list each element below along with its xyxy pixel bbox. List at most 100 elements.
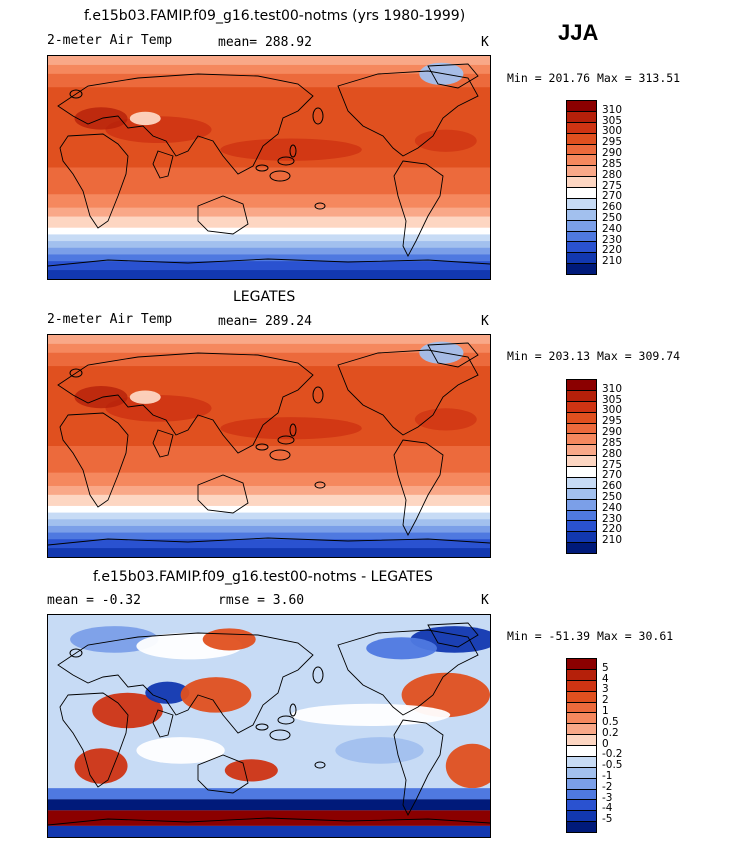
colorbar-tick-label: 210 xyxy=(602,255,623,268)
colorbar-tick-label: 285 xyxy=(602,157,623,170)
map-field xyxy=(48,615,490,837)
colorbar-swatch xyxy=(567,253,596,265)
colorbar-tick-label: 280 xyxy=(602,168,623,181)
colorbar-swatch xyxy=(567,111,596,123)
colorbar-tick-label: 310 xyxy=(602,382,623,395)
colorbar-swatch xyxy=(567,521,596,533)
colorbar-tick-label: 310 xyxy=(602,103,623,116)
colorbar-swatch xyxy=(567,532,596,544)
colorbar-swatch xyxy=(567,209,596,221)
panel2-minmax: Min = 203.13 Max = 309.74 xyxy=(507,349,681,363)
colorbar-swatch xyxy=(567,778,596,790)
colorbar-tick-label: 275 xyxy=(602,458,623,471)
colorbar-tick-label: 275 xyxy=(602,179,623,192)
panel3-mean: mean = -0.32 xyxy=(47,593,141,608)
colorbar-tick-label: 220 xyxy=(602,523,623,536)
colorbar-swatch xyxy=(567,122,596,134)
panel3-units: K xyxy=(481,593,489,608)
colorbar-tick-label: -2 xyxy=(602,780,613,793)
colorbar-swatch xyxy=(567,242,596,254)
panel3-minmax: Min = -51.39 Max = 30.61 xyxy=(507,629,674,643)
panel2-colorbar xyxy=(566,379,597,554)
panel1-map xyxy=(47,55,491,280)
panel1-colorbar xyxy=(566,100,597,275)
colorbar-swatch xyxy=(567,264,596,274)
colorbar-tick-label: 280 xyxy=(602,447,623,460)
colorbar-swatch xyxy=(567,390,596,402)
panel2-variable-label: 2-meter Air Temp xyxy=(47,312,173,327)
colorbar-swatch xyxy=(567,659,596,670)
map-field xyxy=(48,56,490,279)
colorbar-tick-label: 5 xyxy=(602,661,609,674)
panel1-minmax: Min = 201.76 Max = 313.51 xyxy=(507,71,681,85)
colorbar-tick-label: 230 xyxy=(602,233,623,246)
colorbar-swatch xyxy=(567,499,596,511)
colorbar-swatch xyxy=(567,177,596,188)
colorbar-swatch xyxy=(567,412,596,424)
colorbar-tick-label: 305 xyxy=(602,114,623,127)
colorbar-swatch xyxy=(567,467,596,478)
panel3-colorbar xyxy=(566,658,597,833)
colorbar-swatch xyxy=(567,680,596,692)
season-label: JJA xyxy=(558,20,599,45)
panel2-title: LEGATES xyxy=(233,289,296,305)
colorbar-swatch xyxy=(567,702,596,714)
colorbar-swatch xyxy=(567,456,596,467)
colorbar-tick-label: -0.5 xyxy=(602,759,623,772)
colorbar-tick-label: 295 xyxy=(602,415,623,428)
panel1-units: K xyxy=(481,35,489,50)
panel3-map xyxy=(47,614,491,838)
colorbar-tick-label: 0.2 xyxy=(602,726,619,739)
colorbar-tick-label: 210 xyxy=(602,534,623,547)
panel3-title: f.e15b03.FAMIP.f09_g16.test00-notms - LE… xyxy=(93,569,433,585)
colorbar-swatch xyxy=(567,543,596,553)
colorbar-tick-label: 250 xyxy=(602,490,623,503)
colorbar-tick-label: 300 xyxy=(602,404,623,417)
colorbar-swatch xyxy=(567,155,596,167)
panel2-map xyxy=(47,334,491,558)
colorbar-tick-label: -3 xyxy=(602,791,613,804)
colorbar-swatch xyxy=(567,800,596,812)
colorbar-swatch xyxy=(567,488,596,500)
colorbar-swatch xyxy=(567,756,596,768)
colorbar-tick-label: -4 xyxy=(602,802,613,815)
colorbar-tick-label: 285 xyxy=(602,436,623,449)
colorbar-swatch xyxy=(567,401,596,413)
colorbar-swatch xyxy=(567,133,596,145)
colorbar-swatch xyxy=(567,445,596,457)
colorbar-swatch xyxy=(567,811,596,823)
colorbar-swatch xyxy=(567,423,596,435)
colorbar-swatch xyxy=(567,166,596,178)
colorbar-swatch xyxy=(567,144,596,156)
colorbar-tick-label: 290 xyxy=(602,147,623,160)
colorbar-swatch xyxy=(567,789,596,801)
colorbar-tick-label: -0.2 xyxy=(602,748,623,761)
colorbar-swatch xyxy=(567,188,596,199)
colorbar-tick-label: 3 xyxy=(602,683,609,696)
colorbar-swatch xyxy=(567,101,596,112)
colorbar-tick-label: 220 xyxy=(602,244,623,257)
colorbar-swatch xyxy=(567,231,596,243)
colorbar-tick-label: 0 xyxy=(602,737,609,750)
panel3-rmse: rmse = 3.60 xyxy=(218,593,305,608)
colorbar-swatch xyxy=(567,691,596,703)
colorbar-swatch xyxy=(567,669,596,681)
colorbar-swatch xyxy=(567,735,596,746)
colorbar-tick-label: 240 xyxy=(602,222,623,235)
colorbar-tick-label: 305 xyxy=(602,393,623,406)
colorbar-tick-label: 4 xyxy=(602,672,609,685)
colorbar-swatch xyxy=(567,510,596,522)
panel2-mean: mean= 289.24 xyxy=(218,314,312,329)
colorbar-tick-label: 270 xyxy=(602,190,623,203)
colorbar-swatch xyxy=(567,220,596,232)
colorbar-swatch xyxy=(567,822,596,832)
colorbar-swatch xyxy=(567,477,596,489)
panel1-mean: mean= 288.92 xyxy=(218,35,312,50)
panel2-units: K xyxy=(481,314,489,329)
colorbar-swatch xyxy=(567,434,596,446)
map-field xyxy=(48,335,490,557)
colorbar-swatch xyxy=(567,380,596,391)
colorbar-swatch xyxy=(567,767,596,779)
panel1-title: f.e15b03.FAMIP.f09_g16.test00-notms (yrs… xyxy=(84,8,466,24)
colorbar-tick-label: 240 xyxy=(602,501,623,514)
